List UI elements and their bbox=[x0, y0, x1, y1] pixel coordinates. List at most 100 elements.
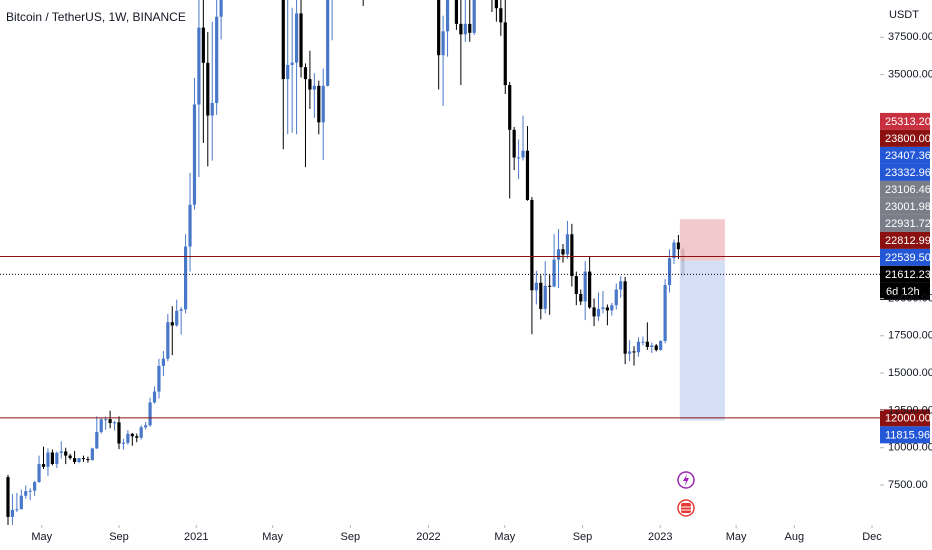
x-tick-label: May bbox=[262, 531, 283, 543]
price-label-box bbox=[880, 409, 930, 427]
price-label-box bbox=[880, 180, 930, 198]
event-icon[interactable] bbox=[677, 499, 695, 517]
candle-body bbox=[139, 427, 143, 438]
candle-body bbox=[188, 204, 192, 247]
target-zone bbox=[679, 260, 725, 421]
candle-body bbox=[135, 436, 139, 438]
alert-icon[interactable] bbox=[677, 471, 695, 489]
candle-body bbox=[445, 0, 450, 32]
candle-body bbox=[654, 345, 658, 350]
candle-body bbox=[472, 0, 476, 33]
currency: USDT bbox=[889, 9, 919, 21]
candle-body bbox=[468, 23, 472, 33]
candle-body bbox=[588, 271, 592, 308]
price-label-box bbox=[880, 129, 930, 147]
candle-body bbox=[192, 104, 197, 205]
price-label: 22931.72 bbox=[885, 218, 931, 230]
candle-body bbox=[605, 307, 609, 311]
price-label-box bbox=[880, 112, 930, 130]
candle-body bbox=[437, 0, 441, 56]
candle-body bbox=[552, 259, 556, 287]
candle-body bbox=[645, 341, 649, 347]
candle-body bbox=[15, 509, 19, 511]
candle-body bbox=[548, 285, 552, 287]
price-label-box bbox=[880, 265, 930, 283]
candle-body bbox=[55, 452, 59, 464]
candle-body bbox=[499, 8, 503, 23]
candle-body bbox=[19, 495, 23, 510]
price-label: 23106.46 bbox=[885, 184, 931, 196]
countdown: 6d 12h bbox=[886, 286, 920, 298]
candle-body bbox=[556, 249, 561, 260]
candle-body bbox=[516, 157, 521, 159]
x-tick-label: 2021 bbox=[184, 531, 208, 543]
candle-body bbox=[68, 455, 72, 459]
candle-body bbox=[614, 289, 618, 306]
y-tick-label: 15000.00 bbox=[888, 367, 932, 379]
candle-body bbox=[152, 391, 157, 403]
candle-body bbox=[543, 285, 547, 309]
overlay: 25313.20 23800.00 23407.36 23332.96 23106.46… bbox=[0, 112, 931, 444]
candle-body bbox=[215, 16, 219, 103]
candle-body bbox=[592, 307, 596, 317]
x-tick-label: 2023 bbox=[648, 531, 672, 543]
price-label: 23407.36 bbox=[885, 150, 931, 162]
price-label: 22539.50 bbox=[885, 252, 931, 264]
price-label-box bbox=[880, 231, 930, 249]
y-tick-label: 37500.00 bbox=[888, 31, 932, 43]
candle-body bbox=[512, 129, 516, 158]
candle-body bbox=[46, 452, 50, 467]
candle-body bbox=[219, 0, 223, 17]
candle-body bbox=[650, 345, 654, 347]
price-label: 21612.23 bbox=[885, 269, 931, 281]
candle-body bbox=[312, 85, 316, 90]
candle-body bbox=[574, 276, 578, 294]
price-label: 22812.99 bbox=[885, 235, 931, 247]
candle-body bbox=[623, 281, 627, 354]
price-label: 11815.96 bbox=[885, 429, 930, 441]
candle-body bbox=[37, 464, 41, 483]
candle-body bbox=[126, 433, 130, 443]
candle-body bbox=[534, 282, 538, 291]
candle-body bbox=[601, 307, 605, 309]
x-tick-label: Dec bbox=[862, 531, 882, 543]
candle-body bbox=[326, 0, 330, 86]
price-label-box bbox=[880, 214, 930, 232]
candle-body bbox=[667, 258, 672, 286]
candle-body bbox=[459, 23, 463, 35]
candle-body bbox=[59, 451, 63, 453]
candle-body bbox=[175, 310, 179, 326]
candle-body bbox=[317, 85, 321, 123]
candle-body bbox=[148, 402, 152, 426]
plot-area bbox=[6, 0, 725, 525]
candle-body bbox=[86, 459, 90, 461]
candle-body bbox=[28, 490, 32, 492]
price-label-box bbox=[880, 163, 930, 181]
candle-body bbox=[99, 419, 103, 433]
candle-body bbox=[6, 477, 10, 517]
price-label-box bbox=[880, 197, 930, 215]
candle-body bbox=[95, 432, 99, 449]
candle-body bbox=[676, 242, 681, 250]
candle-body bbox=[627, 351, 632, 354]
candle-body bbox=[294, 13, 299, 63]
y-tick-label: 10000.00 bbox=[888, 442, 932, 454]
candle-body bbox=[570, 234, 574, 277]
x-tick-label: Sep bbox=[341, 531, 361, 543]
candle-body bbox=[210, 102, 214, 116]
candle-body bbox=[72, 458, 77, 463]
y-tick-label: 35000.00 bbox=[888, 69, 932, 81]
candle-body bbox=[290, 62, 294, 65]
price-label: 23332.96 bbox=[885, 167, 931, 179]
candle-body bbox=[299, 13, 303, 68]
candle-body bbox=[659, 340, 663, 350]
countdown-box bbox=[880, 282, 930, 300]
candle-body bbox=[672, 242, 676, 259]
candle-body bbox=[503, 22, 507, 86]
candle-body bbox=[454, 0, 459, 24]
candle-body bbox=[463, 23, 467, 35]
candle-body bbox=[508, 85, 512, 130]
candle-body bbox=[321, 85, 325, 123]
